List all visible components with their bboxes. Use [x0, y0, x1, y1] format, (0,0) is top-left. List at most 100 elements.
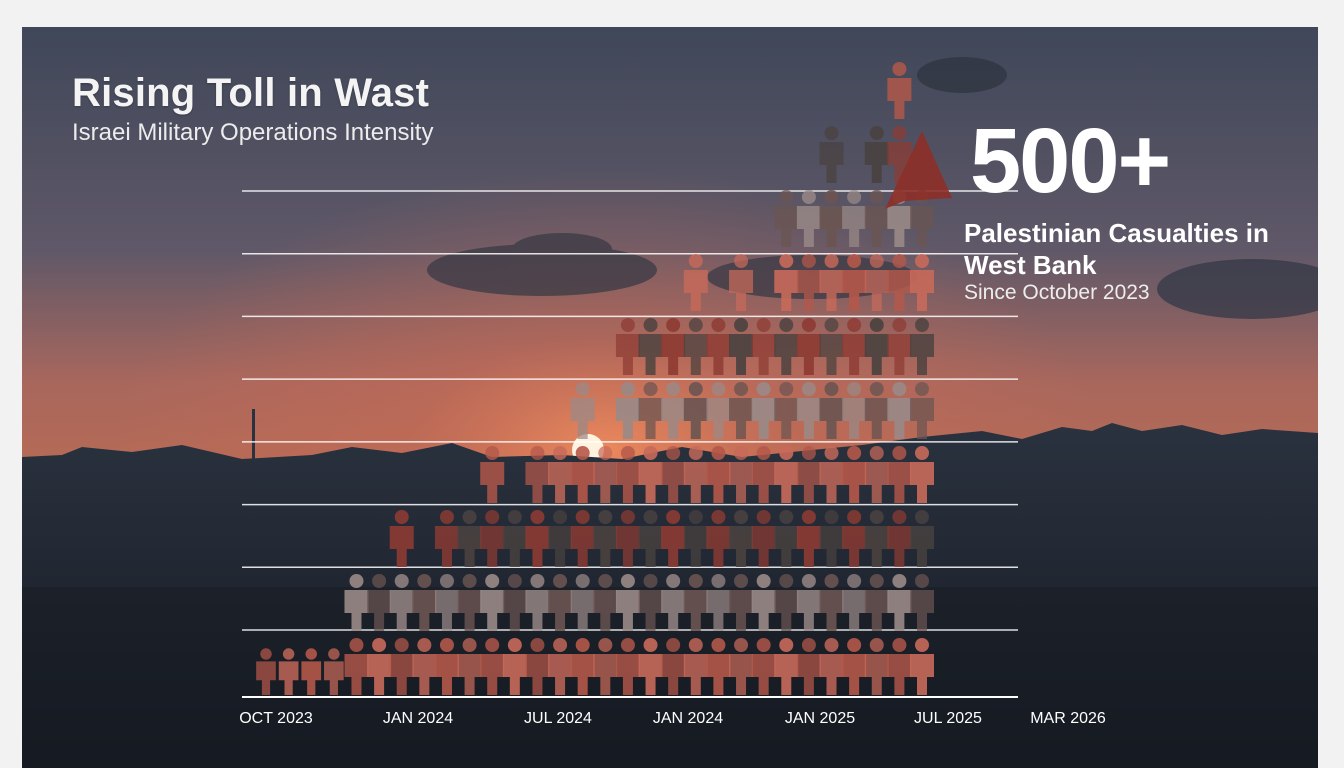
person-icon	[819, 318, 844, 375]
person-icon	[729, 446, 754, 503]
person-icon	[615, 318, 640, 375]
person-icon	[706, 446, 731, 503]
person-icon	[615, 510, 640, 567]
person-icon	[796, 638, 821, 695]
person-icon	[751, 382, 776, 439]
person-icon	[796, 190, 821, 247]
person-icon	[887, 638, 912, 695]
person-icon	[457, 510, 482, 567]
person-icon	[842, 638, 867, 695]
person-icon	[774, 510, 799, 567]
pictogram-figures	[256, 62, 934, 695]
person-icon	[638, 446, 663, 503]
person-icon	[412, 574, 437, 631]
person-icon	[729, 510, 754, 567]
infographic: OCT 2023 JAN 2024 JUL 2024 JAN 2024 JAN 2025…	[22, 27, 1318, 768]
person-icon	[819, 510, 844, 567]
page-subtitle: Israei Military Operations Intensity	[72, 119, 434, 146]
person-icon	[887, 318, 912, 375]
person-icon	[593, 446, 618, 503]
person-icon	[548, 638, 573, 695]
person-icon	[910, 638, 934, 695]
page-title: Rising Toll in Wast	[72, 71, 430, 115]
person-icon	[706, 510, 731, 567]
person-icon	[706, 638, 731, 695]
person-icon	[661, 382, 686, 439]
person-icon	[661, 574, 686, 631]
person-icon	[842, 574, 867, 631]
person-icon	[842, 190, 867, 247]
person-icon	[502, 574, 527, 631]
person-icon	[706, 318, 731, 375]
person-icon	[729, 574, 754, 631]
person-icon	[819, 126, 844, 183]
person-icon	[570, 510, 595, 567]
person-icon	[864, 574, 889, 631]
person-icon	[729, 382, 754, 439]
person-icon	[864, 254, 889, 311]
person-icon	[683, 446, 708, 503]
person-icon	[434, 510, 459, 567]
person-icon	[389, 574, 414, 631]
person-icon	[864, 382, 889, 439]
person-icon	[638, 382, 663, 439]
person-icon	[344, 638, 369, 695]
person-icon	[887, 254, 912, 311]
person-icon	[570, 638, 595, 695]
person-icon	[412, 638, 437, 695]
person-icon	[683, 638, 708, 695]
person-icon	[367, 574, 392, 631]
person-icon	[593, 510, 618, 567]
person-icon	[389, 510, 414, 567]
person-icon	[480, 638, 505, 695]
person-icon	[819, 446, 844, 503]
person-icon	[751, 446, 776, 503]
person-icon	[638, 574, 663, 631]
person-icon	[593, 574, 618, 631]
person-icon	[615, 446, 640, 503]
person-icon	[615, 638, 640, 695]
person-icon	[480, 446, 505, 503]
person-icon	[706, 574, 731, 631]
person-icon	[774, 254, 799, 311]
person-icon	[751, 574, 776, 631]
person-icon	[819, 638, 844, 695]
person-icon	[910, 382, 934, 439]
person-icon	[480, 574, 505, 631]
person-icon	[819, 574, 844, 631]
person-icon	[796, 382, 821, 439]
person-icon	[842, 254, 867, 311]
person-icon	[910, 574, 934, 631]
person-icon	[751, 510, 776, 567]
person-icon	[638, 318, 663, 375]
person-icon	[683, 382, 708, 439]
person-icon	[525, 510, 550, 567]
trend-arrow	[885, 131, 952, 209]
person-icon	[910, 446, 934, 503]
person-icon	[796, 510, 821, 567]
person-icon	[864, 318, 889, 375]
antenna	[252, 409, 255, 459]
person-icon	[344, 574, 369, 631]
person-icon	[683, 510, 708, 567]
person-icon	[774, 574, 799, 631]
x-tick-labels: OCT 2023 JAN 2024 JUL 2024 JAN 2024 JAN 2025…	[239, 710, 1106, 727]
person-icon	[278, 648, 299, 695]
person-icon	[864, 126, 889, 183]
person-icon	[661, 638, 686, 695]
person-icon	[729, 318, 754, 375]
person-icon	[548, 574, 573, 631]
person-icon	[683, 254, 708, 311]
person-icon	[751, 318, 776, 375]
person-icon	[434, 574, 459, 631]
x-tick-label: MAR 2026	[1030, 710, 1106, 727]
person-icon	[796, 574, 821, 631]
person-icon	[887, 510, 912, 567]
person-icon	[910, 510, 934, 567]
person-icon	[842, 446, 867, 503]
person-icon	[457, 638, 482, 695]
person-icon	[457, 574, 482, 631]
x-tick-label: JAN 2024	[653, 710, 723, 727]
person-icon	[548, 446, 573, 503]
person-icon	[864, 510, 889, 567]
